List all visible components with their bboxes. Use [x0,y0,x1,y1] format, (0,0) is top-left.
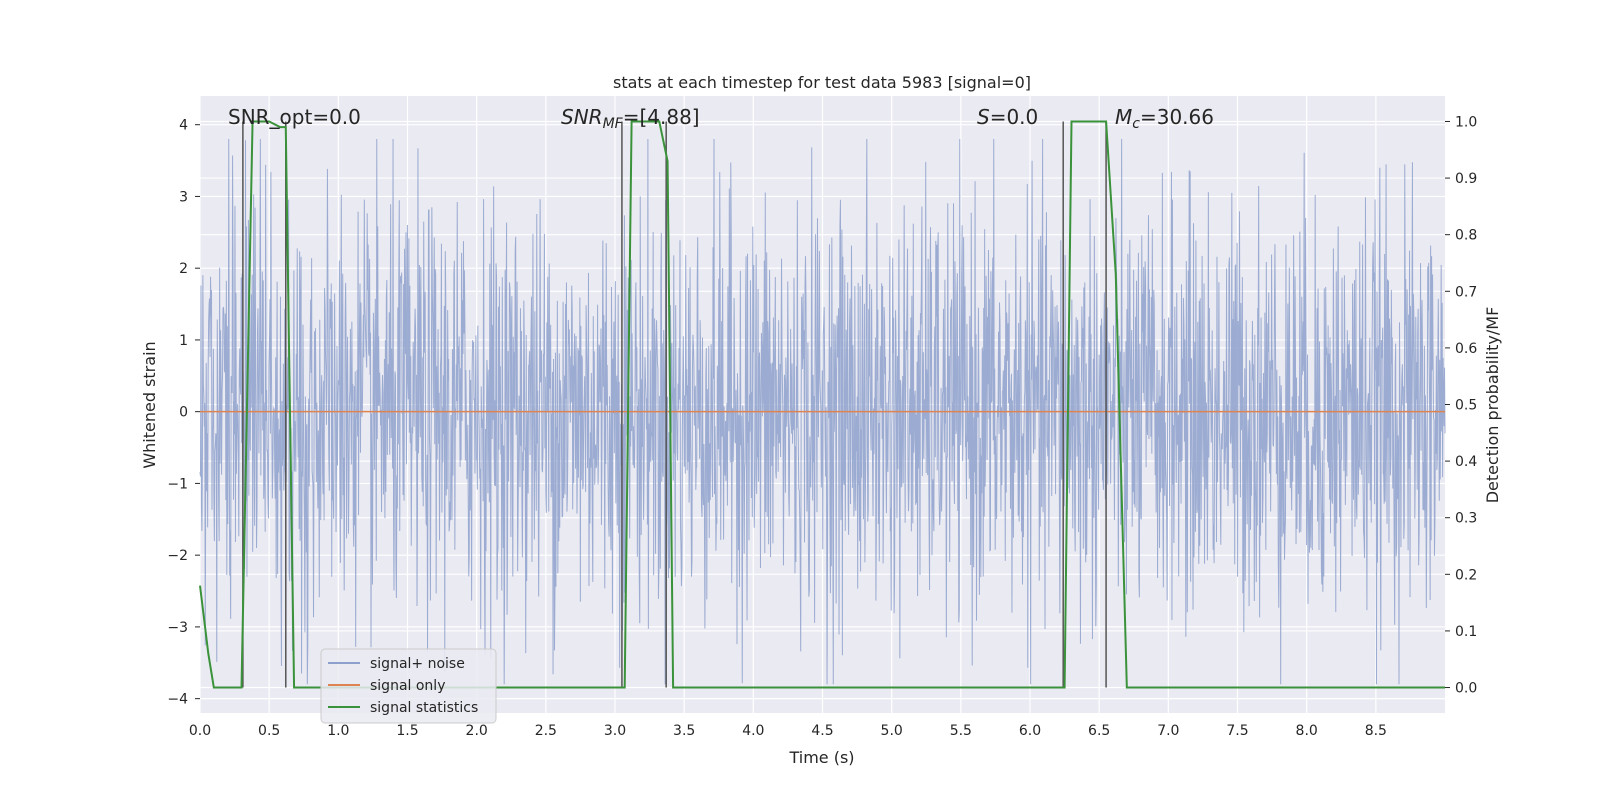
x-tick-label: 2.0 [466,723,488,739]
y-tick-label: −1 [167,476,188,492]
vertical-markers [242,121,1107,688]
x-tick-label: 1.0 [327,723,349,739]
right-y-tick-label: 1.0 [1455,114,1477,130]
right-y-tick-label: 0.6 [1455,341,1477,357]
x-tick-label: 2.5 [535,723,557,739]
right-y-tick-label: 0.2 [1455,567,1477,583]
x-tick-label: 4.5 [811,723,833,739]
y-tick-label: 2 [179,261,188,277]
x-tick-label: 5.0 [881,723,903,739]
annotation-snr-mf: SNRMF=[4.88] [561,105,700,132]
right-y-tick-label: 0.4 [1455,454,1477,470]
x-tick-label: 3.5 [673,723,695,739]
annotation-s: S=0.0 [977,105,1038,129]
annotation-mc-sub: c [1132,116,1140,132]
x-tick-labels: 0.0 0.5 1.0 1.5 2.0 2.5 3.0 3.5 4.0 4.5 5.0 5.5 6.0 6… [189,723,1387,739]
series-signal-plus-noise [199,139,1446,685]
annotation-mc: Mc=30.66 [1115,105,1214,132]
legend-label-signal-plus-noise: signal+ noise [370,656,465,672]
noise-line [199,139,1446,685]
x-tick-label: 6.0 [1019,723,1041,739]
annotation-mc-value: =30.66 [1140,105,1214,129]
right-y-tick-label: 0.0 [1455,681,1477,697]
right-y-axis-label: Detection probability/MF [1483,307,1502,504]
right-y-tick-label: 0.1 [1455,624,1477,640]
y-tick-labels: −4 −3 −2 −1 0 1 2 3 4 [167,118,200,708]
x-tick-label: 6.5 [1088,723,1110,739]
right-y-tick-label: 0.8 [1455,228,1477,244]
annotation-snr-mf-value: =[4.88] [623,105,700,129]
legend-label-signal-statistics: signal statistics [370,700,478,716]
y-tick-label: −2 [167,548,188,564]
legend: signal+ noise signal only signal statist… [320,648,497,724]
right-y-tick-label: 0.7 [1455,284,1477,300]
legend-label-signal-only: signal only [370,678,445,694]
series-signal-statistics [199,120,1445,689]
right-y-tick-label: 0.5 [1455,398,1477,414]
annotation-s-base: S [977,105,990,129]
right-y-tick-labels: 0.0 0.1 0.2 0.3 0.4 0.5 0.6 0.7 0.8 0.9 1.0 [1445,114,1477,697]
y-tick-label: 0 [179,405,188,421]
annotation-snr-mf-base: SNR [561,105,603,129]
y-axis-label: Whitened strain [140,341,159,468]
chart-title: stats at each timestep for test data 598… [613,73,1031,92]
y-tick-label: 4 [179,118,188,134]
legend-box [320,648,497,724]
annotation-snr-mf-sub: MF [603,116,624,132]
x-tick-label: 1.5 [396,723,418,739]
x-tick-label: 3.0 [604,723,626,739]
y-tick-label: −4 [167,692,188,708]
signal-statistics-line [199,120,1445,689]
x-tick-label: 5.5 [950,723,972,739]
y-tick-label: 1 [179,333,188,349]
annotation-snr-opt: SNR_opt=0.0 [228,105,361,129]
right-y-tick-label: 0.9 [1455,171,1477,187]
x-tick-label: 7.5 [1226,723,1248,739]
annotation-s-value: =0.0 [990,105,1039,129]
y-tick-label: 3 [179,189,188,205]
x-tick-label: 0.0 [189,723,211,739]
x-tick-label: 8.5 [1365,723,1387,739]
annotation-mc-base: M [1115,105,1132,129]
right-y-tick-label: 0.3 [1455,511,1477,527]
x-tick-label: 8.0 [1296,723,1318,739]
x-tick-label: 7.0 [1157,723,1179,739]
x-tick-label: 0.5 [258,723,280,739]
x-tick-label: 4.0 [742,723,764,739]
y-tick-label: −3 [167,620,188,636]
x-axis-label: Time (s) [788,748,854,767]
